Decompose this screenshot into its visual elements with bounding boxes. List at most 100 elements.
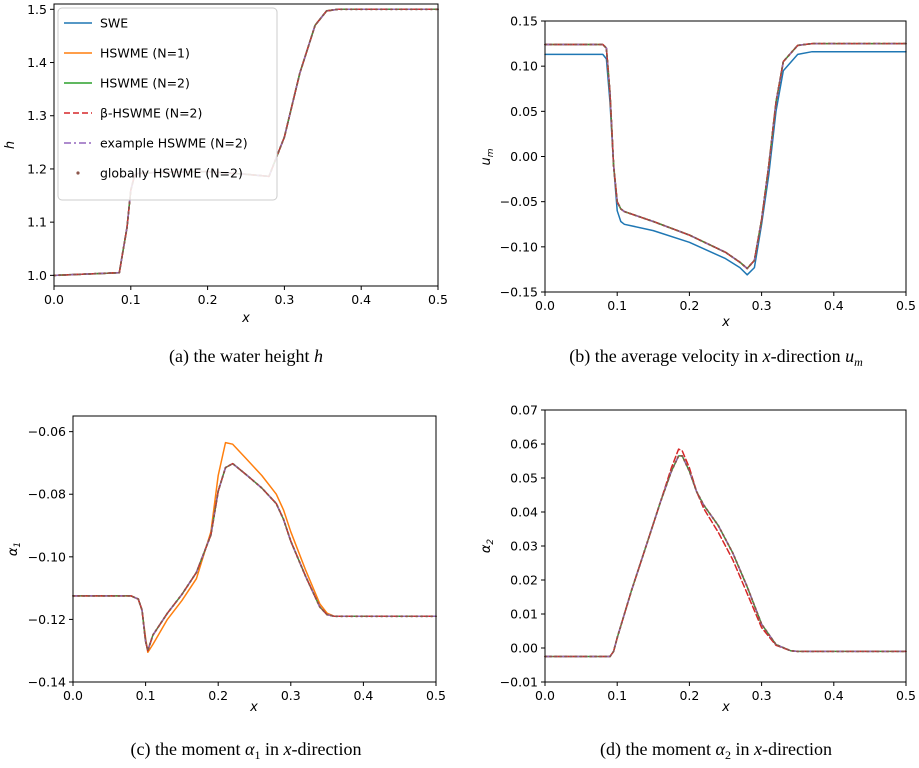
y-tick-label: 0.00 [510, 149, 538, 164]
panel-b-xlabel: x [721, 315, 730, 330]
panel-d-ylabel: α2 [479, 539, 496, 554]
panel-d-xlabel: x [721, 700, 730, 715]
panel-b: 0.0 0.1 0.2 0.3 0.4 0.5 −0.15 −0.10 −0.05 0.00 0.0… [479, 14, 916, 331]
y-tick-label: 0.07 [510, 403, 538, 418]
panel-b-series-3 [544, 42, 907, 270]
y-tick-label: 0.00 [510, 641, 538, 656]
x-tick-label: 0.0 [535, 688, 555, 703]
caption-d: (d) the moment α2 in x-direction [600, 739, 832, 762]
x-tick-label: 0.5 [428, 292, 448, 307]
x-tick-label: 0.2 [679, 688, 699, 703]
panel-c-series-0 [72, 441, 437, 654]
x-tick-label: 0.3 [752, 298, 772, 313]
panel-b-ylabel: um [479, 148, 496, 165]
legend-label: example HSWME (N=2) [100, 136, 248, 151]
panel-c-ylabel-sub: 1 [13, 542, 23, 548]
y-tick-label: 0.05 [510, 104, 538, 119]
panel-b-series-5 [544, 42, 907, 270]
panel-d: 0.0 0.1 0.2 0.3 0.4 0.5 −0.01 0.00 0.01 0.02 0.03 0… [479, 403, 916, 716]
y-tick-label: 0.15 [510, 14, 538, 29]
y-tick-label: 1.5 [27, 2, 47, 17]
y-tick-label: 0.01 [510, 607, 538, 622]
x-tick-label: 0.1 [121, 292, 141, 307]
y-tick-label: 0.03 [510, 539, 538, 554]
x-tick-label: 0.4 [824, 298, 844, 313]
y-tick-label: 1.0 [27, 268, 47, 283]
x-tick-label: 0.5 [426, 688, 446, 703]
y-tick-label: 1.4 [27, 55, 47, 70]
y-tick-label: −0.05 [500, 194, 538, 209]
legend-entry: β-HSWME (N=2) [64, 106, 202, 121]
x-tick-label: 0.1 [607, 298, 627, 313]
y-tick-label: 0.10 [510, 59, 538, 74]
y-tick-label: −0.01 [500, 675, 538, 690]
x-tick-label: 0.0 [535, 298, 555, 313]
x-tick-label: 0.0 [44, 292, 64, 307]
y-tick-label: 1.2 [27, 161, 47, 176]
panel-b-series-0 [544, 50, 907, 276]
x-tick-label: 0.2 [679, 298, 699, 313]
panel-c-xlabel: x [249, 700, 258, 715]
panel-b-series-1 [544, 42, 907, 270]
legend-entry: HSWME (N=2) [64, 76, 190, 91]
y-tick-label: −0.12 [28, 612, 66, 627]
y-tick-label: −0.15 [500, 285, 538, 300]
x-tick-label: 0.4 [353, 688, 373, 703]
panel-a-xlabel: x [241, 311, 250, 326]
y-tick-label: 0.04 [510, 505, 538, 520]
caption-a: (a) the water height h [169, 346, 323, 367]
panel-d-series-3 [544, 455, 907, 658]
x-tick-label: 0.3 [752, 688, 772, 703]
x-tick-label: 0.2 [208, 688, 228, 703]
x-tick-label: 0.0 [63, 688, 83, 703]
panel-d-series-1 [544, 448, 907, 658]
panel-c-series-4 [72, 462, 437, 652]
x-tick-label: 0.1 [136, 688, 156, 703]
x-tick-label: 0.1 [607, 688, 627, 703]
x-tick-label: 0.3 [281, 688, 301, 703]
legend-entry: example HSWME (N=2) [64, 136, 248, 151]
caption-c: (c) the moment α1 in x-direction [131, 739, 362, 762]
x-tick-label: 0.5 [896, 298, 916, 313]
panel-c-series-2 [72, 462, 437, 652]
x-tick-label: 0.3 [274, 292, 294, 307]
panel-c-series-3 [72, 462, 437, 652]
y-tick-label: 0.02 [510, 573, 538, 588]
legend-label: HSWME (N=2) [100, 76, 190, 91]
y-tick-label: −0.14 [28, 675, 66, 690]
panel-a-ylabel: h [3, 141, 18, 149]
legend-entry: HSWME (N=1) [64, 46, 190, 61]
x-tick-label: 0.2 [198, 292, 218, 307]
legend-marker [76, 171, 80, 175]
x-tick-label: 0.5 [896, 688, 916, 703]
panel-b-series-2 [544, 42, 907, 270]
x-tick-label: 0.4 [351, 292, 371, 307]
panel-d-series-0 [544, 455, 907, 658]
caption-b: (b) the average velocity in x-direction … [569, 346, 863, 369]
y-tick-label: −0.06 [28, 424, 66, 439]
legend-label: SWE [100, 16, 128, 31]
panel-a: 0.0 0.1 0.2 0.3 0.4 0.5 1.0 1.1 1.2 1.3 1.4 1.5 x h… [3, 2, 448, 326]
panel-c-series-1 [72, 462, 437, 652]
panel-b-ylabel-sub: m [486, 148, 496, 157]
legend-entry: globally HSWME (N=2) [76, 166, 243, 181]
y-tick-label: −0.10 [500, 239, 538, 254]
legend-label: HSWME (N=1) [100, 46, 190, 61]
y-tick-label: 1.1 [27, 215, 47, 230]
panel-c-ylabel: α1 [6, 542, 23, 556]
legend: SWE HSWME (N=1) HSWME (N=2) β-HSWME (N=2) ex… [57, 7, 278, 201]
y-tick-label: −0.08 [28, 487, 66, 502]
legend-entry: SWE [64, 16, 128, 31]
panel-d-series-2 [544, 455, 907, 658]
y-tick-label: 0.05 [510, 471, 538, 486]
y-tick-label: 1.3 [27, 108, 47, 123]
x-tick-label: 0.4 [824, 688, 844, 703]
panel-d-ylabel-sub: 2 [486, 539, 496, 545]
panel-c: 0.0 0.1 0.2 0.3 0.4 0.5 −0.14 −0.12 −0.10 −0.08 −0… [6, 415, 446, 715]
panel-b-series-4 [544, 42, 907, 270]
legend-box [57, 7, 278, 201]
legend-label: globally HSWME (N=2) [100, 166, 243, 181]
y-tick-label: −0.10 [28, 549, 66, 564]
legend-label: β-HSWME (N=2) [100, 106, 202, 121]
